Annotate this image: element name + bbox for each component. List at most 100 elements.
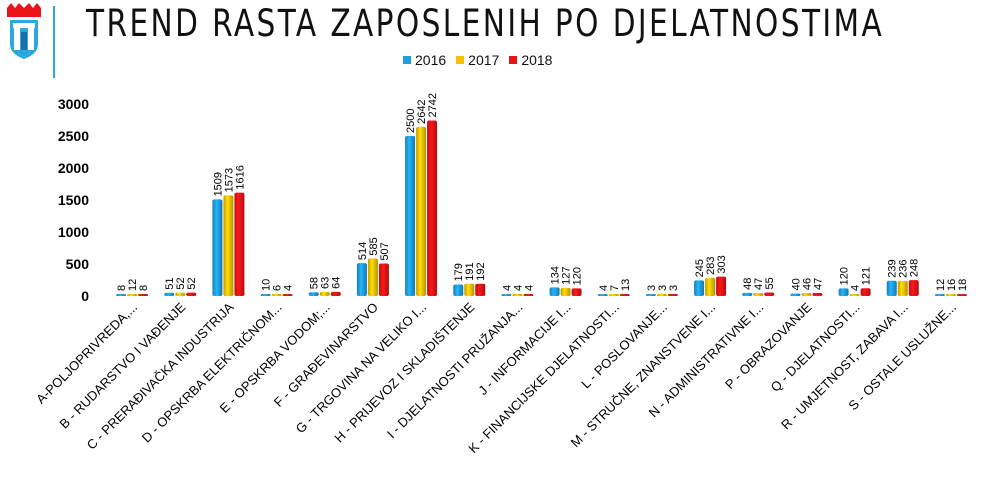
data-label-2016-11: 3	[646, 285, 658, 291]
data-label-2017-7: 191	[464, 262, 476, 280]
data-label-2017-0: 12	[127, 279, 139, 291]
y-tick-label: 1000	[58, 224, 89, 240]
y-tick-label: 0	[81, 288, 89, 304]
bar-2017-9	[560, 287, 571, 296]
data-label-2016-15: 120	[839, 267, 851, 285]
bar-2017-5	[367, 258, 378, 296]
y-tick-label: 3000	[58, 96, 89, 112]
data-label-2016-5: 514	[357, 242, 369, 260]
bar-2018-10	[619, 294, 630, 296]
bar-2016-5	[356, 263, 367, 296]
bar-2016-1	[164, 292, 175, 296]
bar-2018-11	[667, 294, 678, 296]
data-label-2016-12: 245	[694, 259, 706, 277]
data-label-2017-17: 16	[946, 279, 958, 291]
data-label-2016-17: 12	[935, 279, 947, 291]
category-label: L - POSLOVANJE...	[578, 300, 670, 392]
data-label-2017-5: 585	[368, 237, 380, 255]
bar-2017-3	[271, 294, 282, 296]
bar-2017-14	[801, 293, 812, 296]
data-label-2018-16: 248	[909, 259, 921, 277]
legend-swatch-2018	[509, 56, 518, 64]
data-label-2018-13: 55	[764, 277, 776, 289]
data-label-2017-9: 127	[561, 267, 573, 285]
data-label-2016-2: 1509	[212, 172, 224, 196]
bar-2016-2	[212, 199, 223, 296]
bar-2016-14	[790, 293, 801, 296]
data-label-2017-8: 4	[512, 285, 524, 291]
data-label-2017-12: 283	[705, 257, 717, 275]
data-label-2017-10: 7	[609, 285, 621, 291]
bar-2017-1	[175, 292, 186, 296]
data-label-2018-4: 64	[331, 277, 343, 289]
chart-title: TREND RASTA ZAPOSLENIH PO DJELATNOSTIMA	[86, 2, 885, 45]
bar-2016-16	[886, 280, 897, 296]
legend-swatch-2017	[456, 56, 465, 64]
data-label-2016-1: 51	[164, 277, 176, 289]
bar-2018-6	[427, 120, 438, 297]
bar-2017-11	[656, 294, 667, 296]
header-divider	[53, 6, 55, 78]
city-crest-icon	[7, 3, 41, 59]
legend-item-2018: 2018	[509, 52, 552, 68]
bar-2016-7	[453, 284, 464, 296]
bar-2017-4	[319, 291, 330, 296]
data-label-2016-14: 40	[790, 278, 802, 290]
data-label-2018-8: 4	[523, 285, 535, 291]
data-label-2018-10: 13	[620, 279, 632, 291]
legend-label-2016: 2016	[415, 52, 447, 68]
bar-2017-7	[464, 283, 475, 296]
bar-2016-12	[694, 280, 705, 296]
legend-label-2018: 2018	[521, 52, 553, 68]
y-tick-label: 1500	[58, 192, 89, 208]
bar-2017-2	[223, 195, 234, 296]
chart-legend: 2016 2017 2018	[403, 52, 552, 68]
bar-2017-0	[127, 294, 138, 296]
bar-2017-16	[897, 280, 908, 296]
data-label-2017-15: 4	[850, 285, 862, 291]
data-label-2017-2: 1573	[223, 168, 235, 192]
bar-2017-6	[416, 126, 427, 296]
data-label-2018-3: 4	[283, 285, 295, 291]
bar-2017-15	[849, 294, 860, 296]
data-label-2018-15: 121	[861, 267, 873, 285]
bar-2018-0	[138, 294, 149, 296]
bar-2018-4	[330, 291, 341, 296]
data-label-2016-16: 239	[887, 259, 899, 277]
y-tick-label: 2000	[58, 160, 89, 176]
data-label-2018-0: 8	[138, 285, 150, 291]
data-label-2018-12: 303	[716, 255, 728, 273]
bar-2016-15	[838, 288, 849, 296]
data-label-2017-4: 63	[320, 277, 332, 289]
bar-2016-17	[934, 294, 945, 296]
data-label-2017-14: 46	[801, 278, 813, 290]
data-label-2018-9: 120	[572, 267, 584, 285]
data-label-2018-14: 47	[812, 278, 824, 290]
bar-2017-10	[608, 294, 619, 296]
bar-2018-13	[764, 292, 775, 296]
data-label-2016-10: 4	[598, 285, 610, 291]
y-tick-label: 2500	[58, 128, 89, 144]
data-label-2017-13: 47	[753, 278, 765, 290]
data-label-2018-17: 18	[957, 279, 969, 291]
data-label-2016-8: 4	[501, 285, 513, 291]
bar-2018-2	[234, 192, 245, 296]
data-label-2018-5: 507	[379, 242, 391, 260]
data-label-2017-1: 52	[175, 277, 187, 289]
bar-2017-17	[945, 294, 956, 296]
bar-2018-14	[812, 292, 823, 296]
bar-2016-8	[501, 294, 512, 296]
data-label-2016-3: 10	[261, 279, 273, 291]
data-label-2016-9: 134	[550, 266, 562, 284]
bar-2018-5	[378, 263, 389, 296]
data-label-2016-0: 8	[116, 285, 128, 291]
legend-item-2016: 2016	[403, 52, 446, 68]
data-label-2018-6: 2742	[427, 93, 439, 117]
bar-2018-17	[956, 294, 967, 296]
bar-2016-4	[308, 292, 319, 296]
bar-2018-15	[860, 288, 871, 296]
bar-2017-13	[753, 292, 764, 296]
bar-2018-1	[186, 292, 197, 296]
data-label-2016-13: 48	[742, 278, 754, 290]
